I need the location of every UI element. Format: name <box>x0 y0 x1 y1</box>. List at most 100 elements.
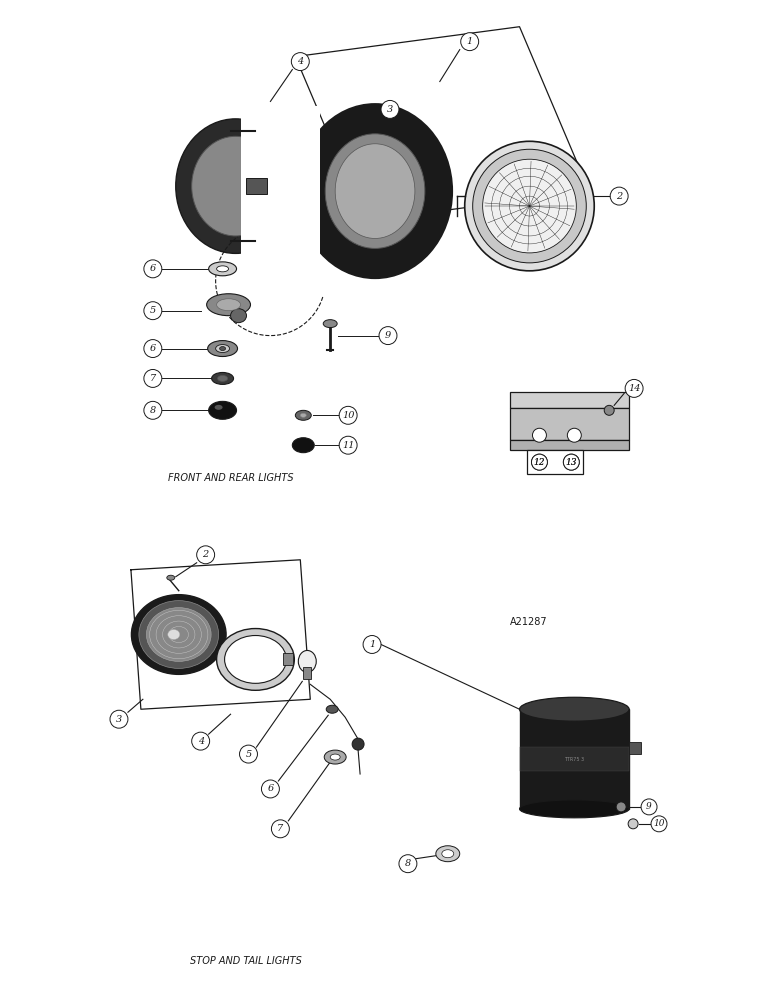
Circle shape <box>144 302 162 320</box>
Ellipse shape <box>298 650 317 672</box>
Bar <box>245 178 267 194</box>
Text: 4: 4 <box>198 737 204 746</box>
Text: 4: 4 <box>297 57 303 66</box>
Text: 6: 6 <box>150 264 156 273</box>
Text: STOP AND TAIL LIGHTS: STOP AND TAIL LIGHTS <box>190 956 301 966</box>
Bar <box>510 440 629 450</box>
Ellipse shape <box>168 630 180 639</box>
Text: 12: 12 <box>533 458 545 467</box>
Ellipse shape <box>208 341 238 357</box>
Circle shape <box>567 428 581 442</box>
Ellipse shape <box>217 266 229 272</box>
Ellipse shape <box>298 104 452 278</box>
Text: 11: 11 <box>342 441 354 450</box>
Circle shape <box>531 454 547 470</box>
Ellipse shape <box>176 119 296 253</box>
Text: 1: 1 <box>466 37 472 46</box>
Ellipse shape <box>215 405 222 410</box>
Circle shape <box>531 454 547 470</box>
Ellipse shape <box>191 136 279 236</box>
Ellipse shape <box>225 636 286 683</box>
Circle shape <box>363 636 381 653</box>
Bar <box>520 709 629 809</box>
Ellipse shape <box>218 375 228 381</box>
Text: 9: 9 <box>385 331 391 340</box>
Circle shape <box>564 454 579 470</box>
Ellipse shape <box>330 754 340 760</box>
Circle shape <box>564 454 579 470</box>
Text: 8: 8 <box>405 859 411 868</box>
Ellipse shape <box>131 595 226 674</box>
Text: 2: 2 <box>616 192 622 201</box>
FancyBboxPatch shape <box>527 450 584 474</box>
Bar <box>241 106 320 266</box>
Ellipse shape <box>323 320 337 328</box>
Text: 9: 9 <box>646 802 652 811</box>
Circle shape <box>197 546 215 564</box>
Circle shape <box>461 33 479 51</box>
Text: 6: 6 <box>267 784 273 793</box>
Text: 8: 8 <box>150 406 156 415</box>
Bar <box>283 653 293 665</box>
Bar <box>303 667 311 679</box>
Text: 3: 3 <box>387 105 393 114</box>
Ellipse shape <box>217 629 294 690</box>
Ellipse shape <box>217 299 241 311</box>
Ellipse shape <box>139 601 218 668</box>
Ellipse shape <box>296 410 311 420</box>
Bar <box>510 408 629 440</box>
Bar <box>520 747 629 771</box>
Circle shape <box>641 799 657 815</box>
Circle shape <box>533 428 547 442</box>
Circle shape <box>625 379 643 397</box>
Ellipse shape <box>208 262 236 276</box>
Text: 10: 10 <box>342 411 354 420</box>
Circle shape <box>482 159 577 253</box>
Ellipse shape <box>207 294 250 316</box>
Text: 10: 10 <box>653 819 665 828</box>
Circle shape <box>379 327 397 345</box>
Circle shape <box>381 100 399 118</box>
Circle shape <box>272 820 290 838</box>
Circle shape <box>239 745 258 763</box>
Text: TTR75 3: TTR75 3 <box>564 757 584 762</box>
Ellipse shape <box>324 750 346 764</box>
Ellipse shape <box>520 800 629 818</box>
Ellipse shape <box>327 705 338 713</box>
Text: 12: 12 <box>533 458 545 467</box>
Bar <box>629 742 641 754</box>
Ellipse shape <box>293 438 314 453</box>
Text: 13: 13 <box>566 458 577 467</box>
Circle shape <box>465 141 594 271</box>
Circle shape <box>339 406 357 424</box>
Circle shape <box>191 732 210 750</box>
Ellipse shape <box>208 401 236 419</box>
Circle shape <box>651 816 667 832</box>
Ellipse shape <box>147 608 211 661</box>
Circle shape <box>352 738 364 750</box>
Circle shape <box>610 187 628 205</box>
Circle shape <box>144 260 162 278</box>
Circle shape <box>604 405 615 415</box>
Text: 7: 7 <box>150 374 156 383</box>
Circle shape <box>472 149 586 263</box>
Ellipse shape <box>436 846 460 862</box>
Ellipse shape <box>219 347 225 351</box>
Ellipse shape <box>231 309 246 323</box>
Text: 14: 14 <box>628 384 640 393</box>
Circle shape <box>616 802 626 812</box>
Circle shape <box>628 819 638 829</box>
Ellipse shape <box>167 575 174 580</box>
Ellipse shape <box>442 850 454 858</box>
Ellipse shape <box>215 345 229 353</box>
Text: 6: 6 <box>150 344 156 353</box>
Circle shape <box>144 369 162 387</box>
Ellipse shape <box>300 413 306 417</box>
Text: 13: 13 <box>566 458 577 467</box>
Ellipse shape <box>520 697 629 721</box>
Text: 3: 3 <box>116 715 122 724</box>
Circle shape <box>144 340 162 358</box>
Bar <box>510 392 629 408</box>
Circle shape <box>262 780 279 798</box>
Text: 5: 5 <box>150 306 156 315</box>
